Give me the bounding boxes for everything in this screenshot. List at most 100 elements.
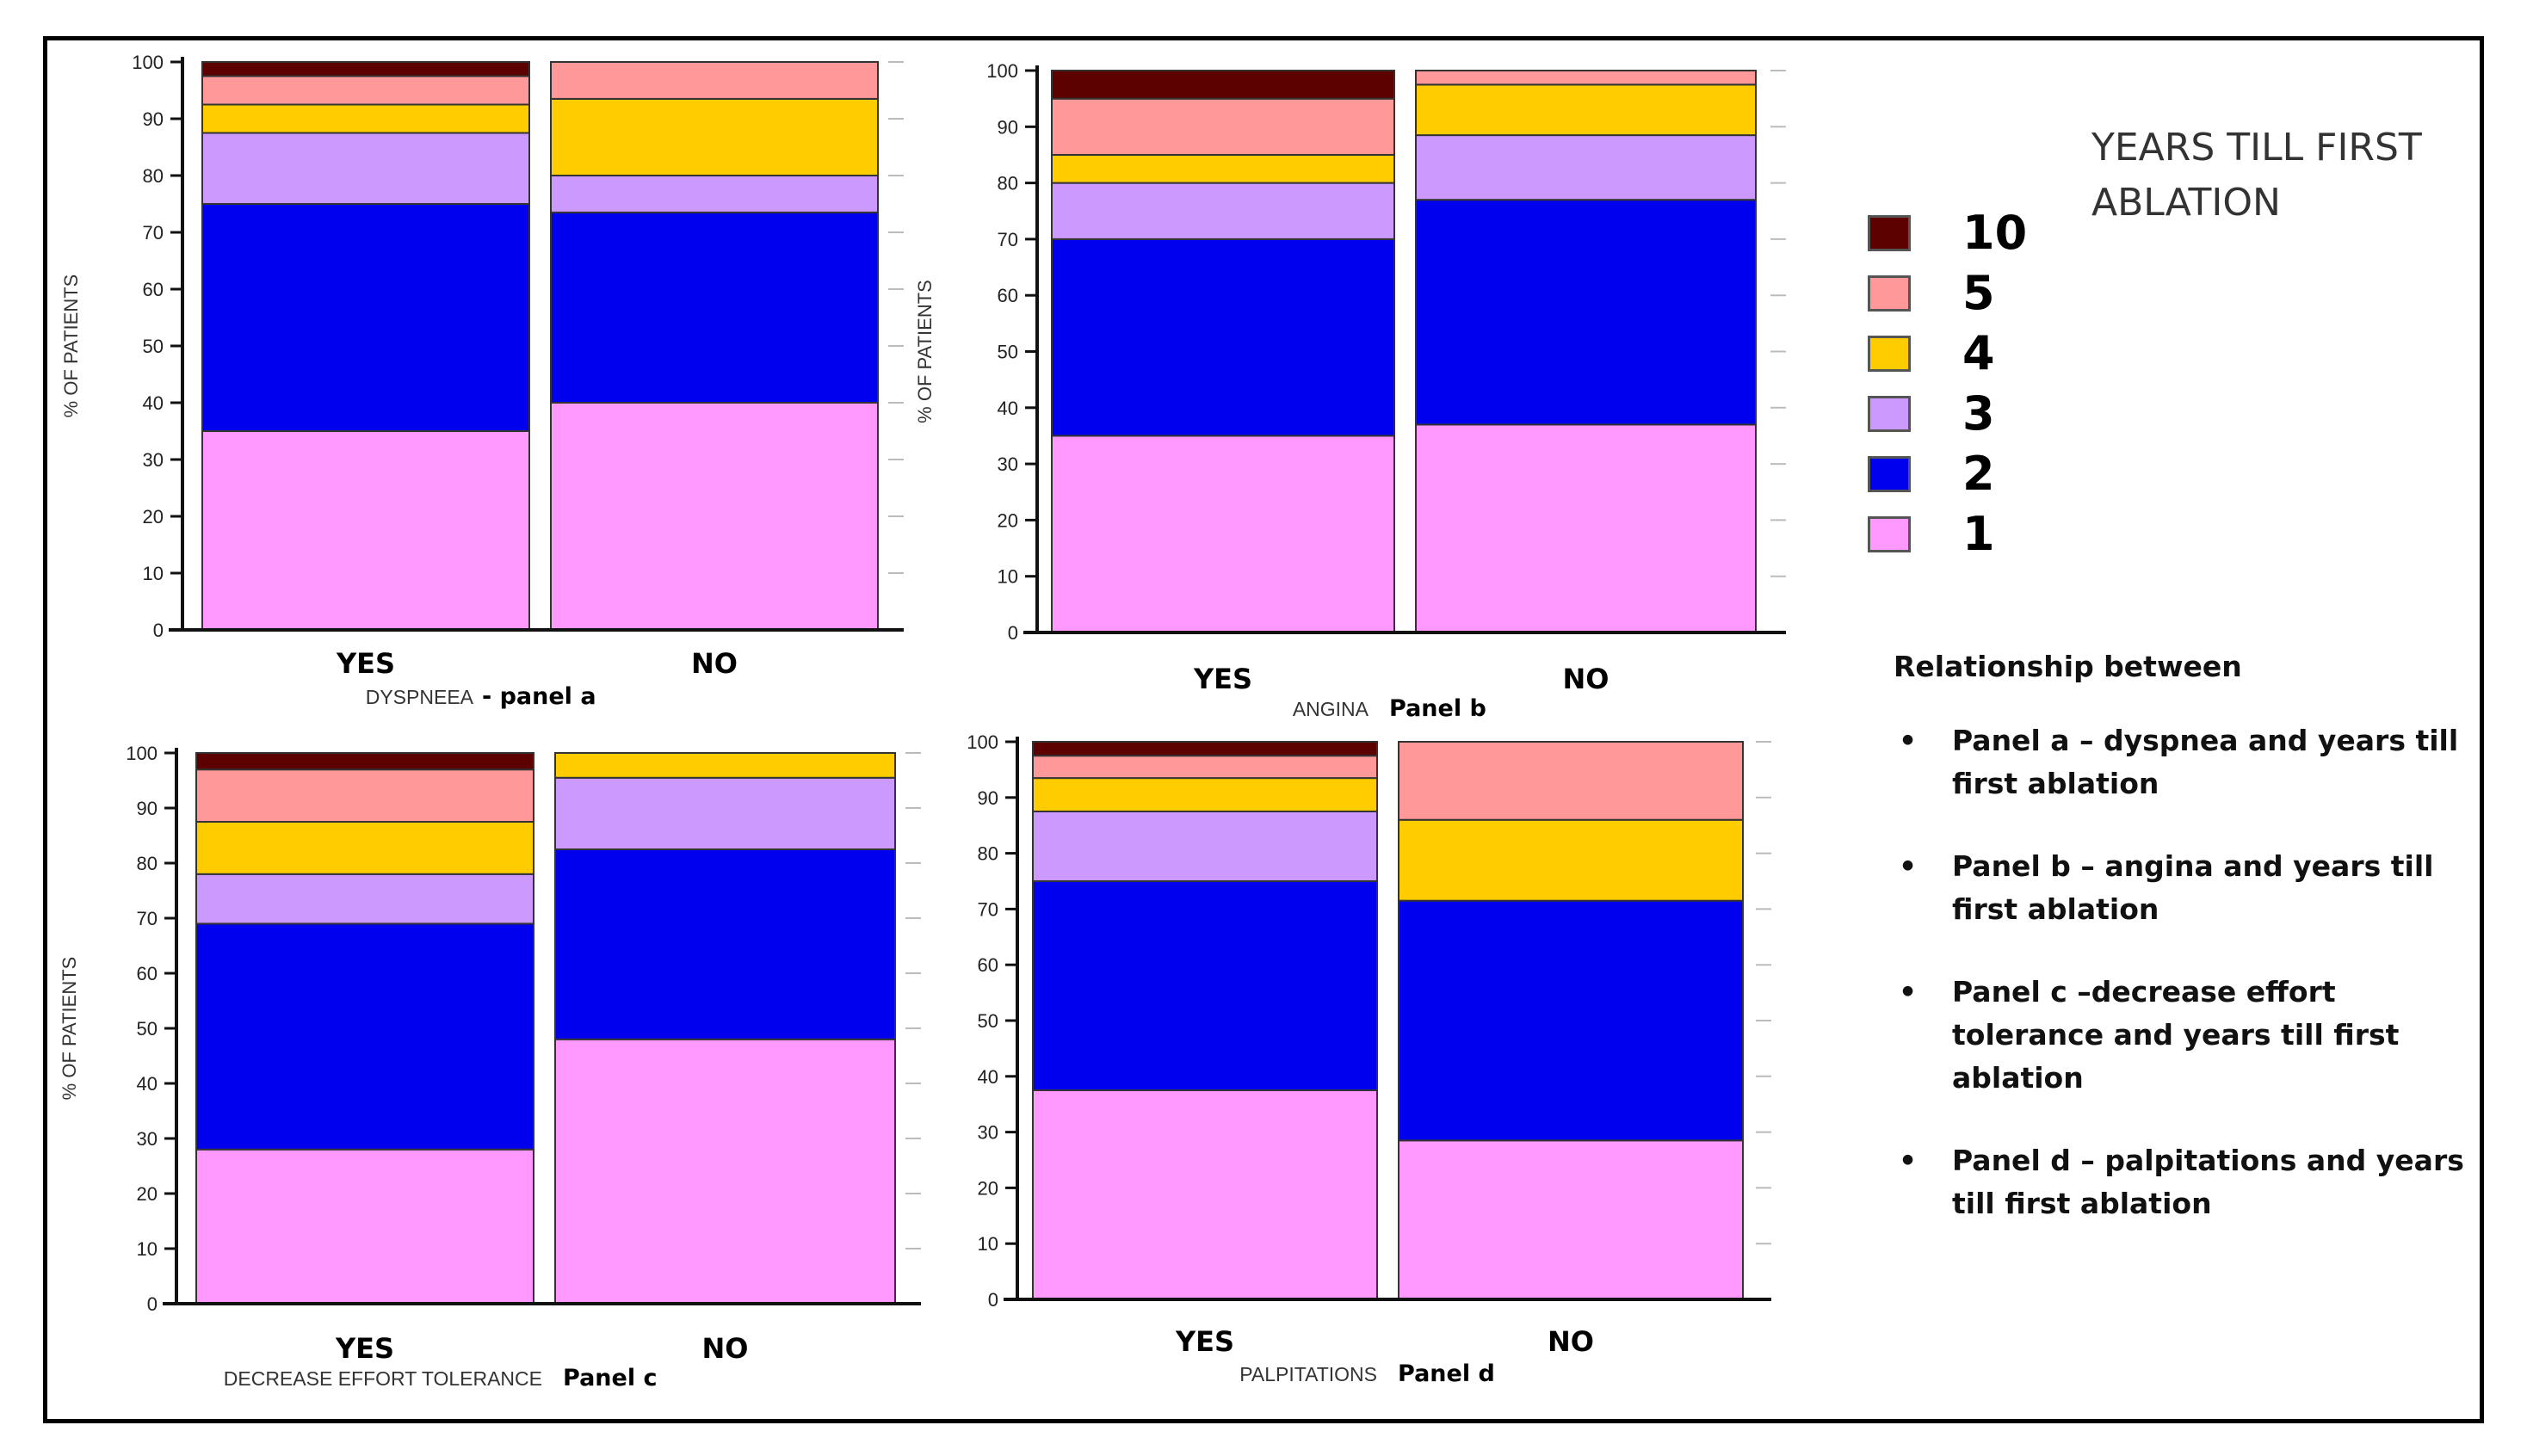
bar-a-yes-series-4 (201, 103, 530, 134)
y-tick-label-c-20: 20 (137, 1183, 158, 1205)
category-label-d-yes: YES (1175, 1325, 1234, 1358)
category-label-a-no: NO (691, 647, 738, 680)
x-axis-title-d: PALPITATIONS (1239, 1363, 1377, 1385)
y-tick-label-d-40: 40 (978, 1066, 998, 1088)
y-tick-label-b-100: 100 (986, 60, 1018, 82)
y-tick-label-a-70: 70 (143, 222, 164, 244)
y-tick-label-c-50: 50 (137, 1018, 158, 1040)
y-tick-label-a-0: 0 (153, 620, 164, 641)
bar-b-yes-series-1 (1051, 435, 1395, 634)
bar-b-no-series-3 (1415, 134, 1757, 201)
bar-b-yes-series-3 (1051, 182, 1395, 240)
x-axis-title-b: ANGINA (1293, 698, 1369, 720)
legend-swatch-4 (1868, 336, 1911, 372)
category-label-b-no: NO (1563, 663, 1609, 695)
y-tick-label-a-80: 80 (143, 165, 164, 187)
y-tick-label-d-90: 90 (978, 787, 998, 809)
legend-swatch-10 (1868, 215, 1911, 251)
y-tick-label-a-30: 30 (143, 449, 164, 471)
y-tick-label-a-50: 50 (143, 336, 164, 357)
legend-label-5: 5 (1962, 266, 1995, 320)
bullet-icon: • (1899, 849, 1918, 883)
legend-item-10: 10 (1868, 207, 2091, 267)
description-item-text: Panel d – palpitations and years till fi… (1952, 1144, 2464, 1220)
y-tick-label-a-100: 100 (132, 52, 164, 73)
legend-label-4: 4 (1962, 326, 1995, 380)
bar-b-yes-series-2 (1051, 238, 1395, 437)
description-box: Relationship between • Panel a – dyspnea… (1894, 650, 2479, 1265)
panel-label-d: Panel d (1398, 1360, 1495, 1387)
y-tick-label-d-70: 70 (978, 898, 998, 920)
category-label-c-no: NO (702, 1332, 749, 1365)
y-tick-label-d-20: 20 (978, 1177, 998, 1199)
category-label-c-yes: YES (335, 1332, 394, 1365)
legend-title: YEARS TILL FIRST ABLATION (2091, 126, 2422, 225)
bar-d-yes-series-3 (1032, 811, 1378, 882)
bullet-icon: • (1899, 1144, 1918, 1177)
y-axis-title-a: % OF PATIENTS (60, 275, 82, 418)
bar-b-yes-series-5 (1051, 97, 1395, 156)
y-tick-label-c-10: 10 (137, 1238, 158, 1260)
legend-swatch-2 (1868, 456, 1911, 492)
bar-a-yes-series-5 (201, 75, 530, 106)
y-tick-label-d-60: 60 (978, 954, 998, 976)
description-list: • Panel a – dyspnea and years till first… (1894, 719, 2479, 1225)
bar-d-no-series-2 (1398, 899, 1744, 1142)
bar-c-yes-series-1 (195, 1148, 534, 1305)
bar-b-yes-series-10 (1051, 70, 1395, 100)
y-tick-label-b-50: 50 (998, 342, 1018, 363)
y-tick-label-d-10: 10 (978, 1233, 998, 1255)
x-axis-title-a: DYSPNEEA (366, 686, 474, 708)
bar-b-no-series-1 (1415, 423, 1757, 634)
bar-d-yes-series-4 (1032, 777, 1378, 812)
y-tick-label-a-20: 20 (143, 506, 164, 527)
bar-b-no-series-2 (1415, 199, 1757, 426)
legend-swatch-3 (1868, 396, 1911, 432)
description-item: • Panel a – dyspnea and years till first… (1894, 719, 2479, 805)
y-tick-label-d-80: 80 (978, 843, 998, 865)
bar-d-no-series-5 (1398, 741, 1744, 821)
y-tick-label-c-0: 0 (147, 1293, 158, 1315)
y-tick-label-c-40: 40 (137, 1073, 158, 1095)
bar-b-no-series-4 (1415, 83, 1757, 137)
y-tick-label-b-80: 80 (998, 173, 1018, 194)
y-tick-label-a-10: 10 (143, 563, 164, 584)
bar-a-no-series-3 (550, 175, 879, 213)
bar-d-no-series-1 (1398, 1139, 1744, 1300)
y-tick-label-d-30: 30 (978, 1122, 998, 1144)
y-tick-label-c-70: 70 (137, 908, 158, 929)
y-tick-label-d-50: 50 (978, 1010, 998, 1032)
bar-a-yes-series-10 (201, 61, 530, 77)
bullet-icon: • (1899, 724, 1918, 757)
bar-d-yes-series-5 (1032, 755, 1378, 780)
bar-a-no-series-1 (550, 402, 879, 631)
legend-label-2: 2 (1962, 447, 1995, 501)
y-tick-label-b-20: 20 (998, 509, 1018, 531)
y-tick-label-b-30: 30 (998, 453, 1018, 475)
y-tick-label-b-70: 70 (998, 229, 1018, 250)
description-item: • Panel b – angina and years till first … (1894, 845, 2479, 931)
y-tick-label-c-80: 80 (137, 853, 158, 874)
panel-label-b: Panel b (1389, 695, 1486, 722)
bar-d-yes-series-10 (1032, 741, 1378, 757)
y-tick-label-a-90: 90 (143, 108, 164, 130)
y-tick-label-a-40: 40 (143, 392, 164, 414)
bar-a-no-series-5 (550, 61, 879, 100)
bar-c-yes-series-5 (195, 768, 534, 824)
legend-item-3: 3 (1868, 387, 2091, 447)
legend-item-2: 2 (1868, 447, 2091, 508)
bar-d-no-series-4 (1398, 818, 1744, 902)
bar-a-yes-series-3 (201, 132, 530, 205)
y-tick-label-c-90: 90 (137, 798, 158, 819)
legend-swatch-1 (1868, 516, 1911, 552)
legend-label-10: 10 (1962, 206, 2028, 260)
bar-d-yes-series-1 (1032, 1089, 1378, 1300)
category-label-d-no: NO (1548, 1325, 1594, 1358)
bar-c-yes-series-3 (195, 873, 534, 925)
category-label-b-yes: YES (1193, 663, 1252, 695)
y-tick-label-c-60: 60 (137, 963, 158, 984)
bar-b-no-series-5 (1415, 70, 1757, 86)
x-axis-title-c: DECREASE EFFORT TOLERANCE (224, 1367, 542, 1390)
bar-c-no-series-2 (554, 848, 896, 1040)
description-item-text: Panel b – angina and years till first ab… (1952, 849, 2434, 926)
